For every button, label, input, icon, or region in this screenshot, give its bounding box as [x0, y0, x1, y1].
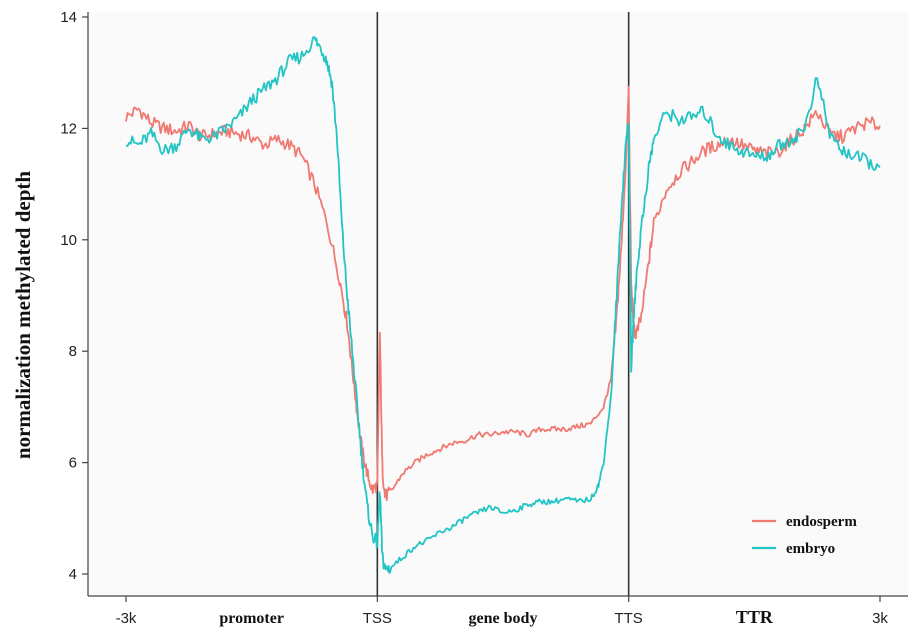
- legend-label: endosperm: [786, 514, 857, 530]
- y-tick-label: 6: [69, 455, 77, 472]
- y-tick-label: 14: [60, 9, 77, 26]
- y-tick-label: 8: [69, 343, 77, 360]
- x-tick-label: TTS: [614, 610, 642, 627]
- y-tick-label: 12: [60, 120, 77, 137]
- region-labels: promoter gene body TTR: [219, 607, 773, 627]
- region-label: promoter: [219, 610, 284, 627]
- y-tick-label: 4: [69, 566, 77, 583]
- legend-label: embryo: [786, 541, 835, 557]
- region-label: gene body: [469, 610, 538, 627]
- y-ticks: 4 6 8 10 12 14: [60, 9, 88, 583]
- y-tick-label: 10: [60, 232, 77, 249]
- x-tick-label: -3k: [116, 610, 137, 627]
- x-tick-label: 3k: [872, 610, 888, 627]
- x-tick-label: TSS: [363, 610, 392, 627]
- y-axis-label: normalization methylated depth: [11, 171, 35, 459]
- region-label: TTR: [736, 607, 774, 627]
